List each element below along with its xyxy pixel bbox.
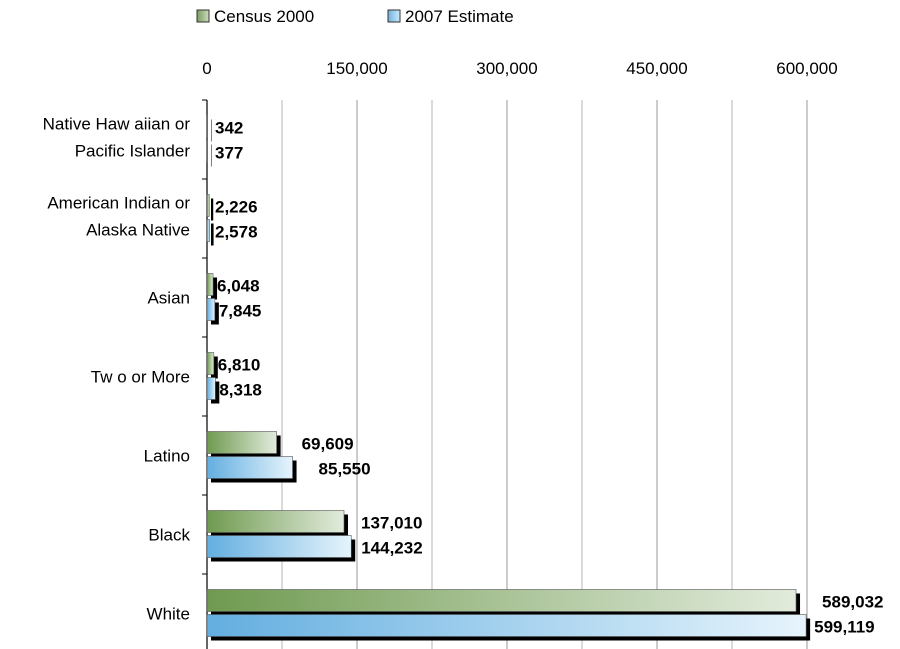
legend: Census 2000 2007 Estimate [196, 7, 514, 26]
legend-label-census-2000: Census 2000 [214, 7, 314, 26]
data-label-2007-estimate-latino: 85,550 [319, 460, 371, 479]
category-axis [202, 99, 208, 649]
bar-2007-estimate-black [206, 535, 352, 558]
data-label-census-2000-asian: 6,048 [217, 277, 260, 296]
category-labels: Native Haw aiian or Pacific Islander Ameri… [43, 115, 191, 624]
bar-shadow-census-2000-asian [211, 277, 218, 300]
bar-census-2000-latino [206, 431, 277, 454]
data-label-2007-estimate-american-indian-or-alaska-native: 2,578 [215, 223, 258, 242]
data-label-census-2000-black: 137,010 [361, 514, 422, 533]
category-label-white: White [147, 605, 190, 624]
gridlines [281, 100, 808, 649]
data-label-census-2000-native-haw-aiian-or-pacific-islander: 342 [215, 119, 243, 138]
x-tick-label: 0 [202, 59, 211, 78]
bar-2007-estimate-latino [206, 456, 293, 479]
bar-census-2000-white [206, 589, 797, 612]
category-label-tw-o-or-more: Tw o or More [91, 368, 190, 387]
data-label-2007-estimate-tw-o-or-more: 8,318 [219, 381, 262, 400]
bar-shadow-census-2000-native-haw-aiian-or-pacific-islander [211, 119, 212, 142]
category-label-black: Black [148, 526, 190, 545]
bar-shadow-2007-estimate-american-indian-or-alaska-native [211, 223, 214, 246]
category-label-american-indian-or-alaska-native: American Indian or Alaska Native [47, 194, 190, 240]
legend-swatch-2007-estimate [387, 9, 401, 23]
legend-label-2007-estimate: 2007 Estimate [405, 7, 514, 26]
data-label-census-2000-tw-o-or-more: 6,810 [218, 356, 261, 375]
x-tick-label: 150,000 [326, 59, 387, 78]
data-labels: 342 377 2,226 2,578 6,048 7,845 6,810 8,318 69,6… [215, 119, 883, 637]
bar-census-2000-asian [206, 273, 214, 296]
bar-2007-estimate-tw-o-or-more [206, 377, 216, 400]
bar-census-2000-tw-o-or-more [206, 352, 215, 375]
data-label-census-2000-white: 589,032 [822, 593, 883, 612]
x-tick-label: 600,000 [776, 59, 837, 78]
bar-2007-estimate-american-indian-or-alaska-native [206, 219, 210, 242]
data-label-2007-estimate-black: 144,232 [361, 539, 422, 558]
bar-census-2000-black [206, 510, 345, 533]
legend-item-census-2000: Census 2000 [196, 7, 314, 26]
data-label-census-2000-american-indian-or-alaska-native: 2,226 [215, 198, 258, 217]
category-label-asian: Asian [147, 289, 190, 308]
bar-census-2000-native-haw-aiian-or-pacific-islander [206, 115, 208, 138]
data-label-2007-estimate-native-haw-aiian-or-pacific-islander: 377 [215, 144, 243, 163]
bar-census-2000-american-indian-or-alaska-native [206, 194, 210, 217]
x-tick-label: 450,000 [626, 59, 687, 78]
bar-shadow-census-2000-tw-o-or-more [211, 356, 218, 379]
x-axis-ticks: 0 150,000 300,000 450,000 600,000 [202, 59, 837, 78]
legend-item-2007-estimate: 2007 Estimate [387, 7, 514, 26]
category-label-native-haw-aiian-or-pacific-islander: Native Haw aiian or Pacific Islander [43, 115, 191, 161]
bar-shadow-2007-estimate-native-haw-aiian-or-pacific-islander [211, 144, 212, 167]
bar-2007-estimate-native-haw-aiian-or-pacific-islander [206, 140, 208, 163]
data-label-census-2000-latino: 69,609 [302, 435, 354, 454]
category-label-latino: Latino [144, 447, 190, 466]
legend-swatch-census-2000 [196, 9, 210, 23]
data-label-2007-estimate-asian: 7,845 [219, 302, 262, 321]
bars [206, 115, 811, 641]
bar-2007-estimate-white [206, 614, 807, 637]
x-tick-label: 300,000 [476, 59, 537, 78]
bar-2007-estimate-asian [206, 298, 216, 321]
bar-shadow-census-2000-american-indian-or-alaska-native [211, 198, 214, 221]
data-label-2007-estimate-white: 599,119 [814, 618, 875, 637]
